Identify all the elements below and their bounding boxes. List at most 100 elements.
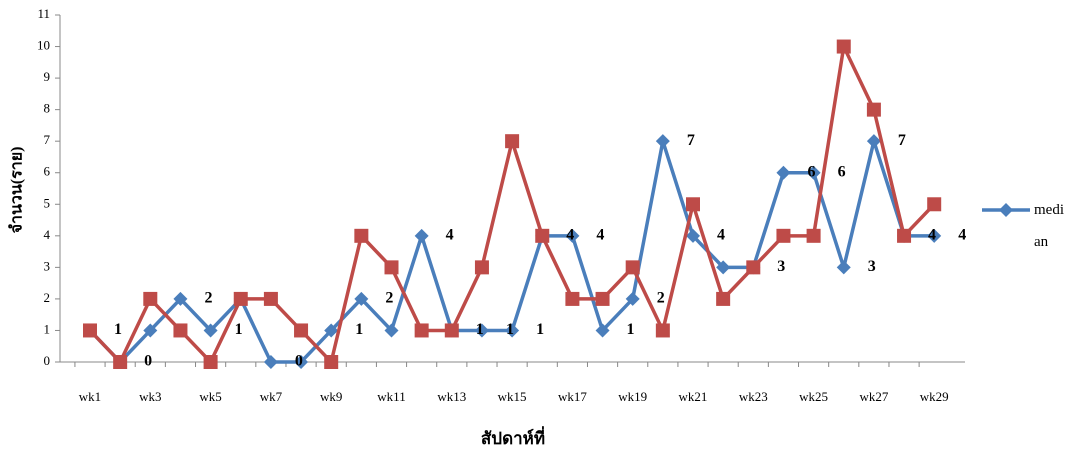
y-tick-label: 4 — [44, 227, 51, 242]
marker — [655, 134, 670, 149]
marker — [505, 323, 520, 338]
data-label: 3 — [868, 258, 876, 275]
marker — [897, 228, 912, 243]
data-label: 1 — [114, 321, 122, 338]
marker — [776, 228, 791, 243]
marker — [294, 323, 309, 338]
marker — [384, 323, 399, 338]
marker — [625, 291, 640, 306]
data-label: 0 — [144, 353, 152, 370]
data-label: 6 — [807, 163, 815, 180]
marker — [505, 134, 520, 149]
marker — [927, 197, 942, 212]
marker — [203, 323, 218, 338]
marker — [203, 355, 218, 369]
data-label: 4 — [928, 226, 936, 243]
x-tick-label: wk5 — [199, 389, 221, 404]
data-label: 0 — [295, 353, 303, 370]
x-tick-label: wk29 — [920, 389, 949, 404]
marker — [746, 260, 761, 275]
x-tick-label: wk23 — [739, 389, 768, 404]
marker — [324, 355, 339, 369]
marker — [444, 323, 459, 338]
data-label: 4 — [566, 226, 574, 243]
data-label: 3 — [777, 258, 785, 275]
marker — [565, 228, 580, 243]
y-tick-label: 1 — [44, 321, 51, 336]
x-axis-title: สัปดาห์ที่ — [481, 426, 545, 448]
data-label: 7 — [687, 132, 695, 149]
data-label: 1 — [627, 321, 635, 338]
marker — [263, 355, 278, 369]
marker — [595, 323, 610, 338]
marker — [354, 228, 369, 243]
y-tick-label: 3 — [44, 258, 51, 273]
marker — [836, 39, 851, 54]
data-label: 2 — [657, 290, 665, 307]
x-tick-label: wk3 — [139, 389, 161, 404]
x-tick-label: wk17 — [558, 389, 587, 404]
data-label: 1 — [506, 321, 514, 338]
marker — [776, 165, 791, 180]
marker — [474, 323, 489, 338]
y-tick-label: 6 — [44, 164, 51, 179]
data-label: 1 — [235, 321, 243, 338]
marker — [999, 203, 1013, 217]
y-tick-label: 0 — [44, 353, 51, 368]
series — [83, 39, 942, 369]
marker — [625, 260, 640, 275]
data-label: 6 — [838, 163, 846, 180]
x-tick-label: wk19 — [618, 389, 647, 404]
marker — [414, 323, 429, 338]
y-tick-label: 8 — [44, 101, 51, 116]
marker — [173, 291, 188, 306]
marker — [686, 228, 700, 243]
marker — [143, 291, 158, 306]
marker — [806, 228, 821, 243]
marker — [866, 102, 881, 117]
marker — [565, 291, 580, 306]
marker — [866, 134, 881, 149]
marker — [716, 260, 731, 275]
y-tick-label: 2 — [44, 290, 51, 305]
marker — [836, 260, 851, 275]
data-label: 4 — [958, 226, 966, 243]
marker — [535, 228, 550, 243]
data-label: 4 — [596, 226, 604, 243]
y-tick-label: 11 — [37, 6, 50, 21]
marker — [173, 323, 188, 338]
legend-box: median — [1034, 202, 1064, 250]
data-label: 2 — [385, 290, 393, 307]
x-tick-label: wk21 — [679, 389, 708, 404]
marker — [233, 291, 248, 306]
y-tick-label: 7 — [44, 132, 51, 147]
x-tick-label: wk25 — [799, 389, 828, 404]
marker — [414, 228, 429, 243]
x-tick-label: wk13 — [437, 389, 466, 404]
data-label: 7 — [898, 132, 906, 149]
marker — [686, 197, 700, 212]
marker — [806, 165, 821, 180]
marker — [384, 260, 399, 275]
marker — [595, 291, 610, 306]
marker — [655, 323, 670, 338]
x-tick-label: wk7 — [260, 389, 283, 404]
data-label: 1 — [536, 321, 544, 338]
marker — [927, 228, 942, 243]
x-tick-label: wk15 — [498, 389, 527, 404]
marker — [83, 323, 97, 338]
data-label: 1 — [355, 321, 363, 338]
series-line — [88, 40, 936, 366]
data-label: 4 — [717, 226, 725, 243]
y-tick-label: 5 — [44, 195, 51, 210]
x-tick-label: wk1 — [79, 389, 101, 404]
x-tick-label: wk9 — [320, 389, 342, 404]
marker — [263, 291, 278, 306]
marker — [113, 355, 128, 369]
marker — [716, 291, 731, 306]
data-label: 4 — [446, 226, 454, 243]
y-tick-label: 10 — [37, 38, 50, 53]
marker — [324, 323, 339, 338]
x-tick-label: wk27 — [859, 389, 888, 404]
